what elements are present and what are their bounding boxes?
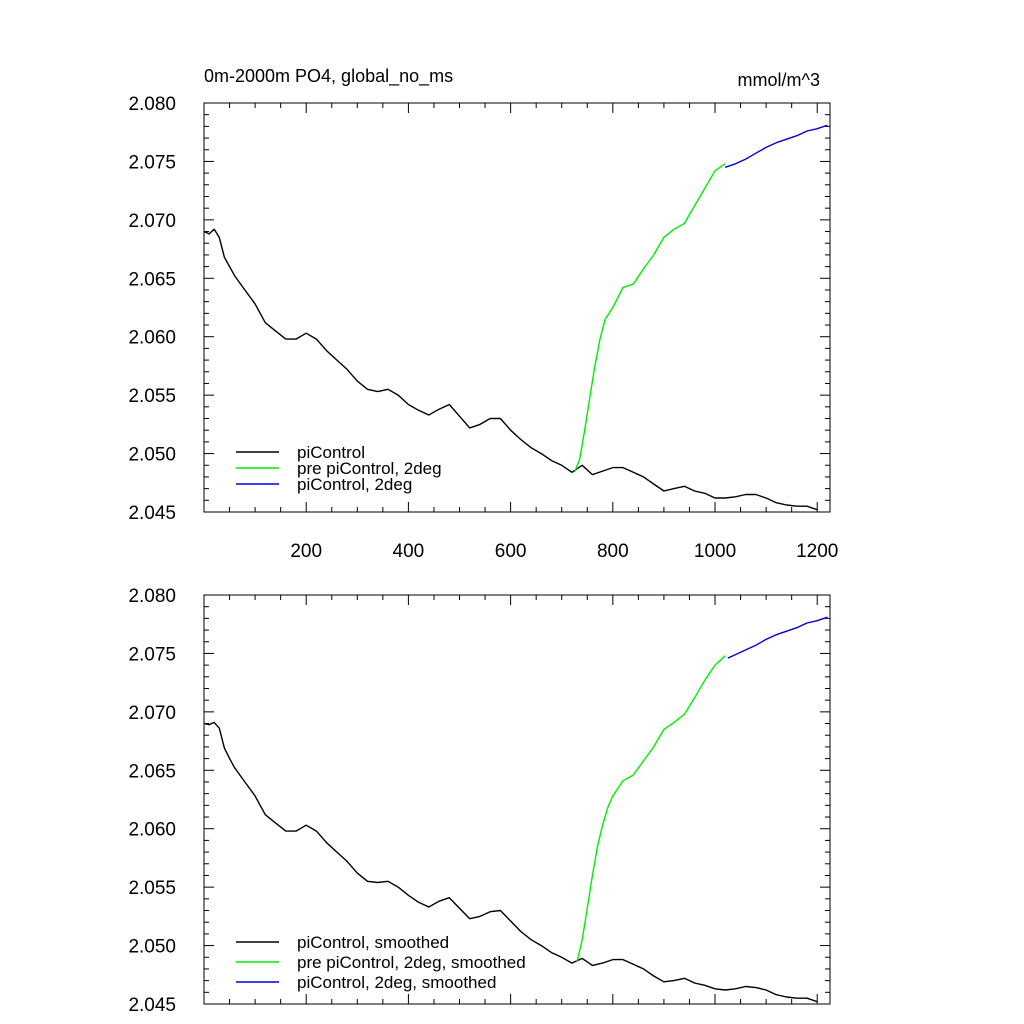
y-tick-label: 2.060 [128,820,176,841]
y-tick-label: 2.060 [128,328,176,349]
bottom-panel: 2.045 2.050 2.055 2.060 2.065 2.070 2.075 2.080… [128,586,831,1016]
x-tick-label: 600 [495,541,527,562]
legend-label: piControl [297,443,365,462]
series-line [203,721,818,1003]
y-tick-labels: 2.045 2.050 2.055 2.060 2.065 2.070 2.075 2.080 [128,94,176,524]
series-line [576,655,726,963]
y-tick-label: 2.070 [128,211,176,232]
y-tick-label: 2.045 [128,503,176,524]
x-tick-labels: 200 400 600 800 1000 1200 [290,541,838,562]
y-tick-label: 2.050 [128,445,176,466]
y-tick-label: 2.080 [128,586,176,607]
y-tick-label: 2.075 [128,152,176,173]
y-tick-label: 2.050 [128,937,176,958]
series-line [573,163,726,473]
units-label: mmol/m^3 [738,70,820,90]
x-tick-label: 400 [393,541,425,562]
series-lines [203,616,828,1003]
series-lines [203,124,828,511]
y-tick-label: 2.070 [128,703,176,724]
y-tick-label: 2.065 [128,269,176,290]
axis-ticks [204,595,830,1004]
y-tick-label: 2.055 [128,386,176,407]
x-tick-label: 1200 [796,541,838,562]
series-line [724,124,828,168]
top-panel: 0m-2000m PO4, global_no_ms mmol/m^3 200 4… [128,66,838,562]
y-tick-label: 2.055 [128,878,176,899]
y-tick-label: 2.065 [128,761,176,782]
legend-label: pre piControl, 2deg, smoothed [297,953,526,972]
x-tick-label: 200 [290,541,322,562]
y-tick-label: 2.080 [128,94,176,115]
series-line [203,228,818,511]
x-tick-label: 800 [597,541,629,562]
legend-label: piControl, smoothed [297,933,449,952]
legend-label: pre piControl, 2deg [297,459,442,478]
y-tick-label: 2.045 [128,995,176,1016]
x-tick-label: 1000 [694,541,736,562]
plot-frame [203,102,831,513]
plot-frame [203,594,831,1005]
axis-ticks [204,103,830,512]
series-line [727,616,828,659]
y-tick-labels: 2.045 2.050 2.055 2.060 2.065 2.070 2.075 2.080 [128,586,176,1016]
legend-label: piControl, 2deg [297,475,412,494]
legend-label: piControl, 2deg, smoothed [297,973,496,992]
y-tick-label: 2.075 [128,644,176,665]
chart-title: 0m-2000m PO4, global_no_ms [204,66,453,87]
